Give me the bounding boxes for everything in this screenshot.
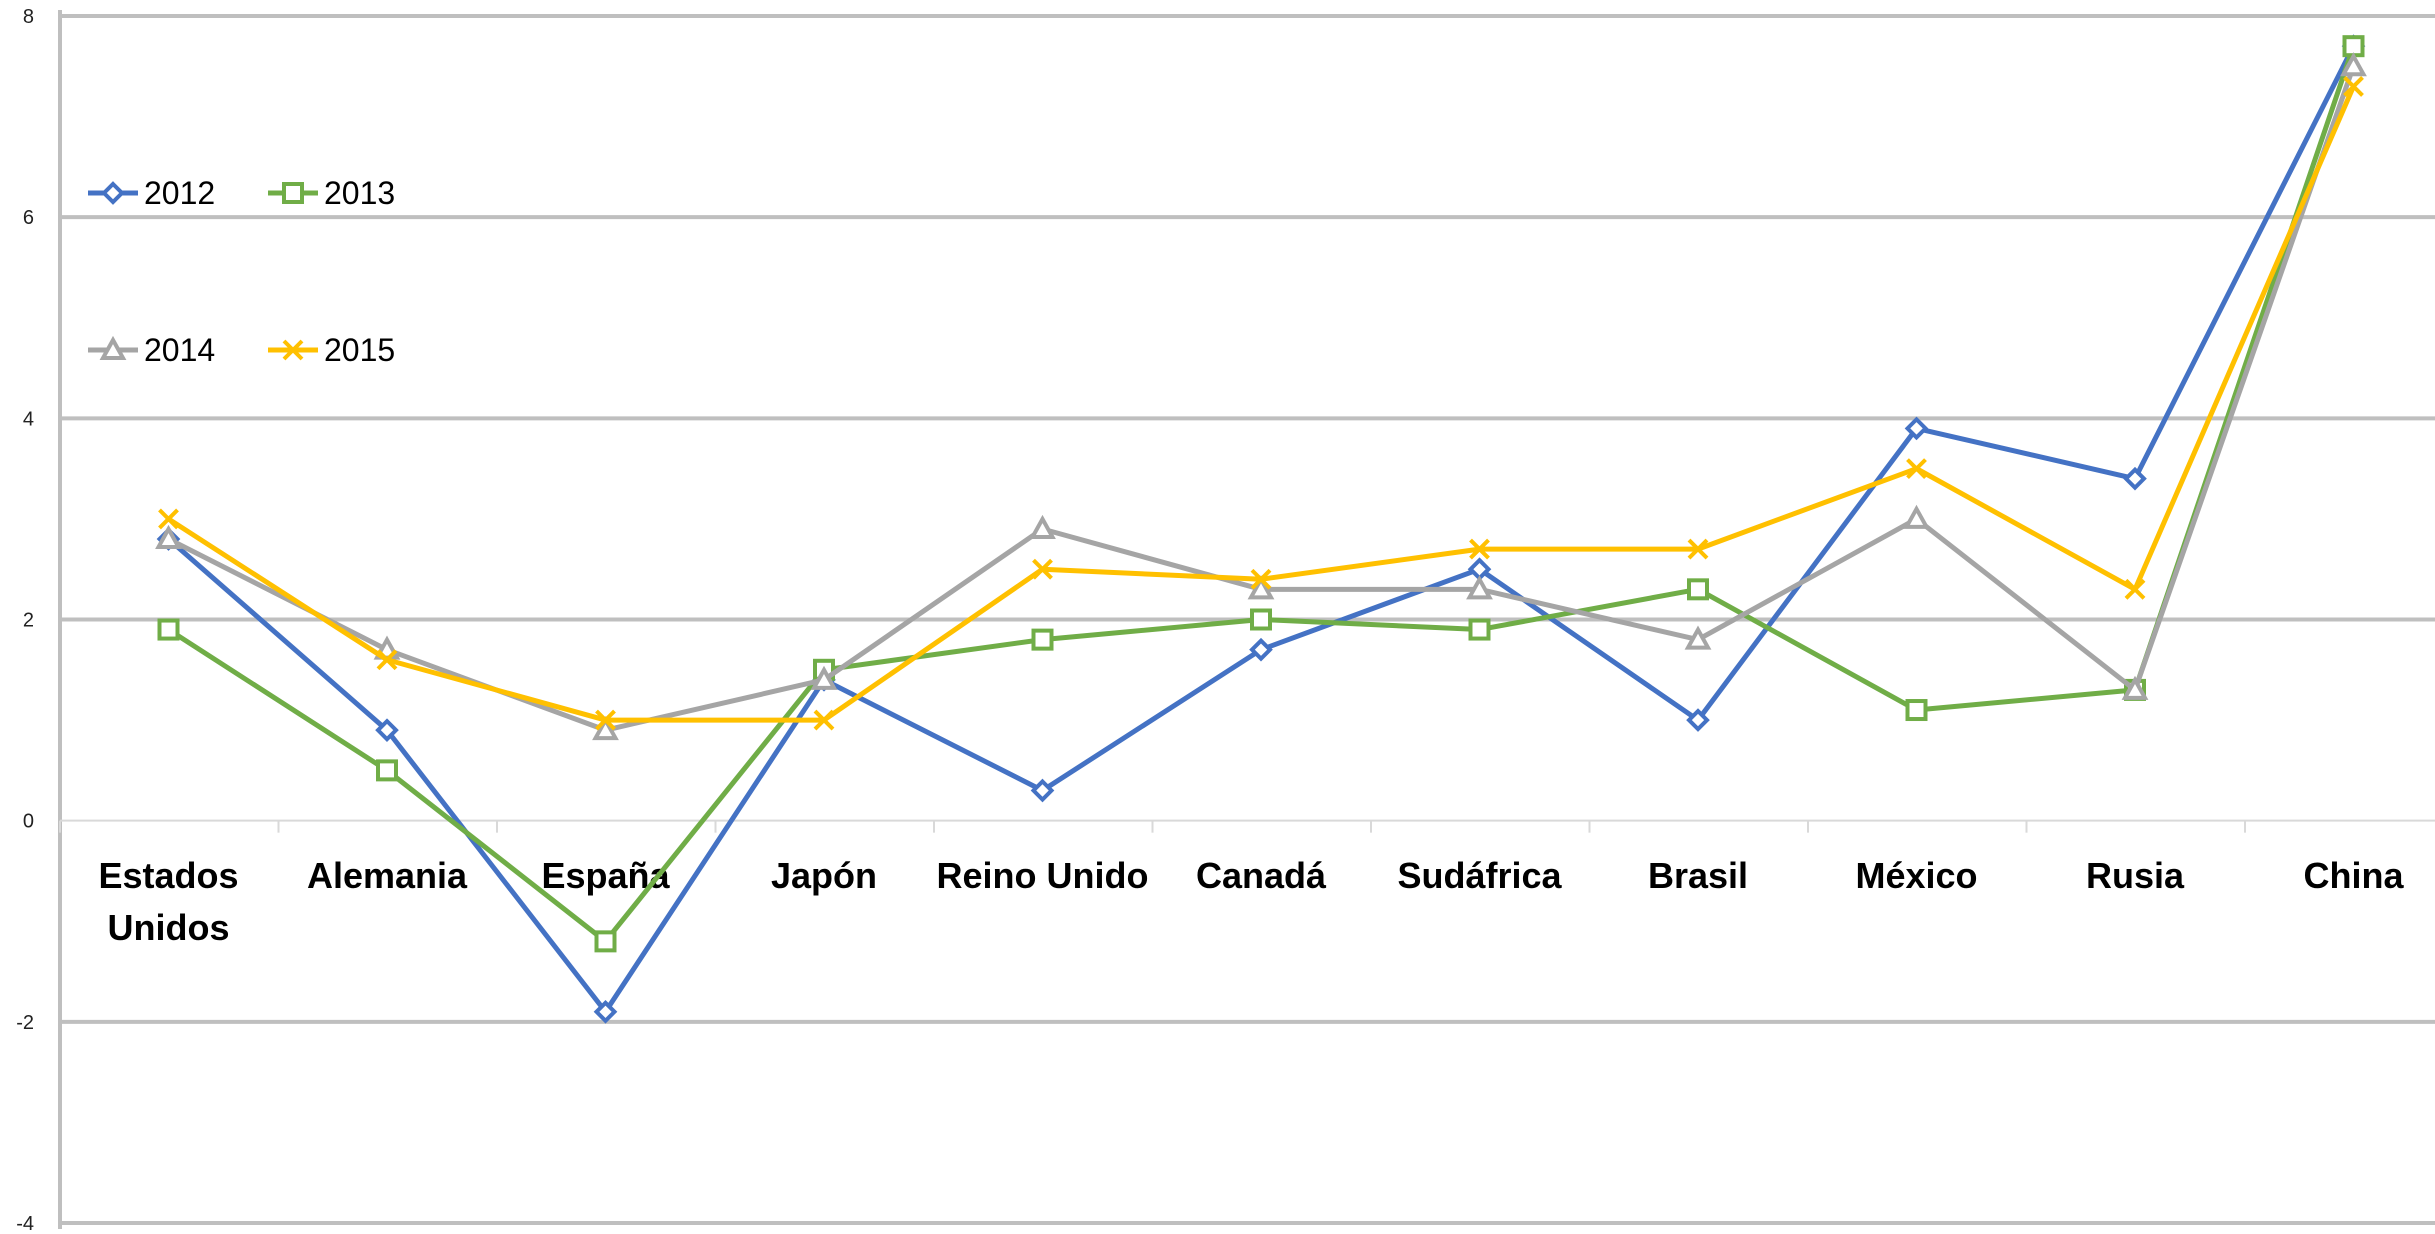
data-point-2015-4: [1032, 558, 1053, 580]
legend: 2012 2013 2014 2015: [88, 175, 395, 368]
data-point-2015-7: [1687, 538, 1709, 560]
data-point-2012-5: [1249, 637, 1273, 662]
data-point-2014-7: [1684, 625, 1712, 650]
data-point-2015-8: [1906, 458, 1927, 480]
data-point-2013-6: [1468, 618, 1491, 641]
data-point-2013-4: [1031, 628, 1054, 651]
data-point-2014-2: [592, 716, 619, 741]
legend-label: 2014: [144, 332, 215, 368]
x-category-label: China: [2303, 855, 2404, 896]
x-category-label: Sudáfrica: [1397, 855, 1562, 896]
legend-item-2013: 2013: [268, 175, 395, 211]
data-point-2015-2: [595, 709, 616, 731]
legend-marker-x: [282, 339, 304, 361]
data-point-2015-10: [2343, 75, 2364, 97]
y-tick-label: 4: [23, 408, 34, 430]
data-point-2014-5: [1247, 575, 1275, 600]
data-point-2013-1: [376, 759, 398, 782]
x-category-label: México: [1855, 855, 1977, 896]
data-point-2012-2: [593, 999, 618, 1024]
data-point-2015-0: [158, 508, 179, 530]
data-point-2014-3: [810, 665, 838, 690]
data-point-2014-0: [155, 524, 182, 550]
series-line-2013: [167, 45, 2356, 944]
data-point-2013-2: [594, 930, 617, 953]
data-point-2014-10: [2340, 52, 2367, 77]
y-tick-label: 8: [23, 6, 34, 28]
data-point-2012-4: [1030, 778, 1055, 803]
y-tick-label: 2: [23, 610, 34, 632]
legend-marker-square: [282, 182, 304, 204]
x-category-label: Brasil: [1648, 855, 1748, 896]
data-point-2013-8: [1905, 699, 1928, 722]
y-axis: -4 -2 0 2 4 6 8: [16, 6, 62, 1234]
data-point-2014-9: [2121, 675, 2149, 700]
x-category-label: Estados Unidos: [98, 855, 238, 948]
data-point-2013-7: [1687, 578, 1709, 601]
series-line-2014: [167, 65, 2356, 733]
legend-item-2015: 2015: [268, 332, 395, 368]
data-point-2012-8: [1904, 416, 1929, 441]
legend-marker-diamond: [101, 181, 125, 205]
y-tick-label: 0: [23, 811, 34, 833]
legend-item-2014: 2014: [88, 332, 215, 368]
x-category-label: Alemania: [307, 855, 468, 896]
x-category-label: Canadá: [1196, 855, 1327, 896]
y-tick-label: -4: [16, 1213, 34, 1234]
data-point-2015-6: [1469, 538, 1490, 560]
data-point-2014-8: [1903, 504, 1930, 529]
x-category-label: Rusia: [2086, 855, 2185, 896]
data-point-2014-6: [1466, 575, 1493, 600]
data-point-2012-9: [2123, 466, 2147, 491]
data-point-2015-9: [2124, 578, 2146, 600]
x-axis: Estados Unidos Alemania España Japón Reino Un…: [59, 819, 2435, 948]
series-2015: [158, 75, 2364, 731]
series-lines: [155, 34, 2367, 1024]
data-point-2015-5: [1250, 568, 1272, 590]
data-point-2015-3: [813, 709, 835, 731]
legend-label: 2015: [324, 332, 395, 368]
y-tick-label: 6: [23, 207, 34, 229]
y-tick-label: -2: [16, 1012, 34, 1034]
series-2014: [155, 52, 2367, 741]
legend-label: 2013: [324, 175, 395, 211]
series-2013: [157, 35, 2365, 953]
x-category-label: Japón: [771, 855, 877, 896]
legend-marker-triangle: [99, 335, 127, 360]
data-point-2012-1: [375, 718, 399, 742]
data-point-2013-0: [157, 618, 180, 641]
data-point-2014-4: [1029, 514, 1056, 539]
data-point-2015-1: [376, 649, 398, 671]
legend-item-2012: 2012: [88, 175, 215, 211]
data-point-2013-5: [1250, 608, 1272, 631]
data-point-2012-7: [1686, 708, 1710, 732]
x-category-label: España: [541, 855, 670, 896]
x-category-label: Reino Unido: [937, 855, 1149, 896]
legend-label: 2012: [144, 175, 215, 211]
